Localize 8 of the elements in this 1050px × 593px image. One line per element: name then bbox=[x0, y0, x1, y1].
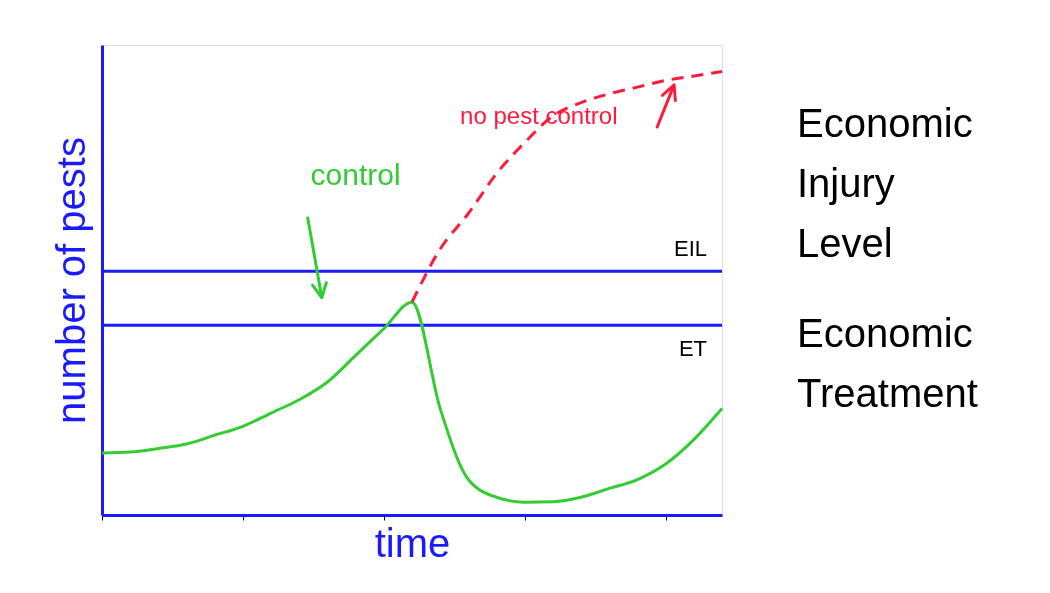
ref-line-label: ET bbox=[678, 336, 707, 362]
text: control bbox=[310, 158, 401, 192]
y-axis-title: number of pests bbox=[48, 137, 93, 424]
ref-line-label: EIL bbox=[673, 236, 707, 262]
legend-label: no pest control bbox=[460, 102, 618, 130]
text: Economic Injury Level bbox=[797, 101, 973, 265]
text: Economic Treatment bbox=[797, 311, 978, 415]
x-axis-title: time bbox=[374, 521, 451, 565]
